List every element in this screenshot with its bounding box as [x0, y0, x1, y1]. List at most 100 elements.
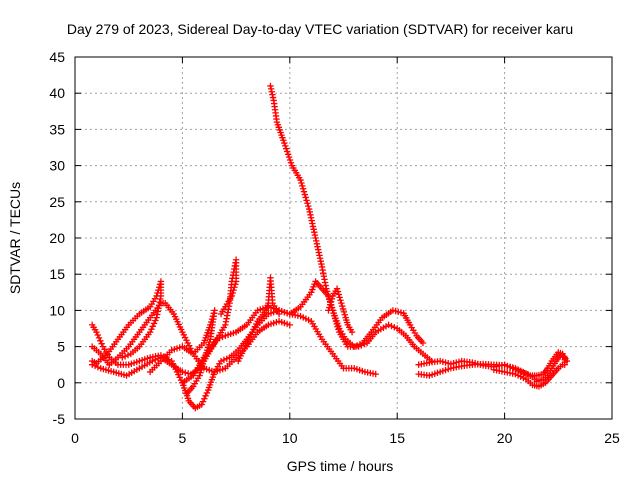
series-track-a — [267, 82, 427, 350]
series-track-h — [235, 274, 283, 365]
data-point — [338, 299, 345, 307]
data-point — [230, 286, 237, 294]
data-point — [501, 361, 508, 368]
data-point — [326, 301, 334, 308]
y-tick-label: 0 — [57, 375, 65, 391]
data-point — [98, 340, 105, 347]
data-point — [300, 188, 308, 195]
data-point — [328, 295, 336, 303]
data-point — [151, 356, 159, 364]
x-tick-label: 15 — [389, 430, 405, 446]
data-point — [341, 311, 348, 318]
data-point — [361, 340, 368, 348]
data-point — [325, 307, 332, 314]
series-track-e — [88, 278, 165, 367]
data-point — [150, 320, 158, 327]
data-point — [199, 398, 207, 405]
data-point — [202, 392, 209, 400]
x-axis-label: GPS time / hours — [287, 458, 394, 474]
data-point — [95, 334, 103, 342]
data-point — [419, 339, 427, 347]
data-point — [94, 331, 101, 339]
data-point — [124, 351, 132, 359]
series-track-i — [325, 285, 356, 336]
data-point — [284, 151, 292, 158]
y-tick-label: 35 — [49, 121, 65, 137]
data-point — [285, 153, 293, 161]
data-point — [281, 139, 288, 147]
data-point — [197, 369, 204, 376]
data-point — [149, 323, 156, 330]
data-point — [97, 337, 104, 345]
data-point — [299, 185, 307, 192]
data-point — [305, 202, 312, 210]
data-point — [335, 291, 342, 298]
data-point — [348, 328, 356, 336]
data-point — [219, 333, 226, 341]
data-point — [179, 368, 186, 376]
data-point — [388, 322, 395, 330]
y-axis-label: SDTVAR / TECUs — [7, 182, 23, 294]
data-point — [283, 148, 291, 155]
x-tick-label: 20 — [497, 430, 513, 446]
data-point — [391, 324, 398, 331]
y-tick-label: 40 — [49, 85, 65, 101]
x-tick-label: 10 — [282, 430, 298, 446]
y-tick-label: 25 — [49, 194, 65, 210]
data-point — [201, 395, 208, 402]
data-point — [304, 200, 311, 207]
data-point — [512, 366, 520, 373]
data-point — [282, 142, 289, 150]
data-point — [93, 328, 100, 336]
data-point — [336, 294, 343, 301]
series-track-d — [88, 299, 293, 376]
x-axis-ticks: 0 5 10 15 20 25 — [71, 57, 620, 446]
series-track-k — [415, 349, 571, 379]
data-point — [515, 367, 523, 374]
data-point — [119, 354, 126, 361]
data-point — [333, 285, 341, 292]
y-tick-label: 15 — [49, 266, 65, 282]
data-point — [521, 369, 528, 377]
data-point — [280, 137, 287, 144]
y-tick-label: 45 — [49, 49, 65, 65]
data-point — [504, 362, 511, 370]
data-point — [339, 302, 346, 310]
grid-lines — [75, 57, 612, 419]
data-point — [507, 363, 514, 371]
x-tick-label: 25 — [604, 430, 620, 446]
data-point — [148, 326, 155, 333]
data-point — [183, 390, 190, 397]
data-point — [303, 197, 310, 204]
data-point — [563, 357, 571, 365]
data-point — [286, 156, 294, 164]
data-point — [153, 314, 160, 321]
series-track-g — [179, 256, 240, 386]
y-tick-label: -5 — [53, 411, 66, 427]
data-point — [283, 145, 290, 152]
data-point — [518, 368, 525, 376]
series-track-f — [146, 307, 218, 397]
data-point — [286, 321, 293, 329]
data-point — [149, 357, 156, 365]
data-point — [358, 342, 365, 349]
data-point — [182, 369, 189, 376]
data-point — [326, 304, 333, 311]
data-point — [339, 305, 347, 313]
data-point — [203, 389, 211, 397]
x-tick-label: 5 — [179, 430, 187, 446]
y-tick-label: 20 — [49, 230, 65, 246]
data-point — [94, 363, 102, 371]
data-point — [524, 371, 531, 378]
data-point — [559, 361, 566, 368]
data-point — [217, 310, 225, 318]
x-tick-label: 0 — [71, 430, 79, 446]
data-point — [217, 357, 225, 365]
data-point — [152, 317, 159, 324]
data-point — [121, 353, 129, 360]
data-point — [184, 370, 192, 377]
data-point — [275, 310, 283, 318]
data-points — [88, 82, 571, 412]
data-point — [198, 401, 205, 408]
data-point — [334, 288, 342, 295]
